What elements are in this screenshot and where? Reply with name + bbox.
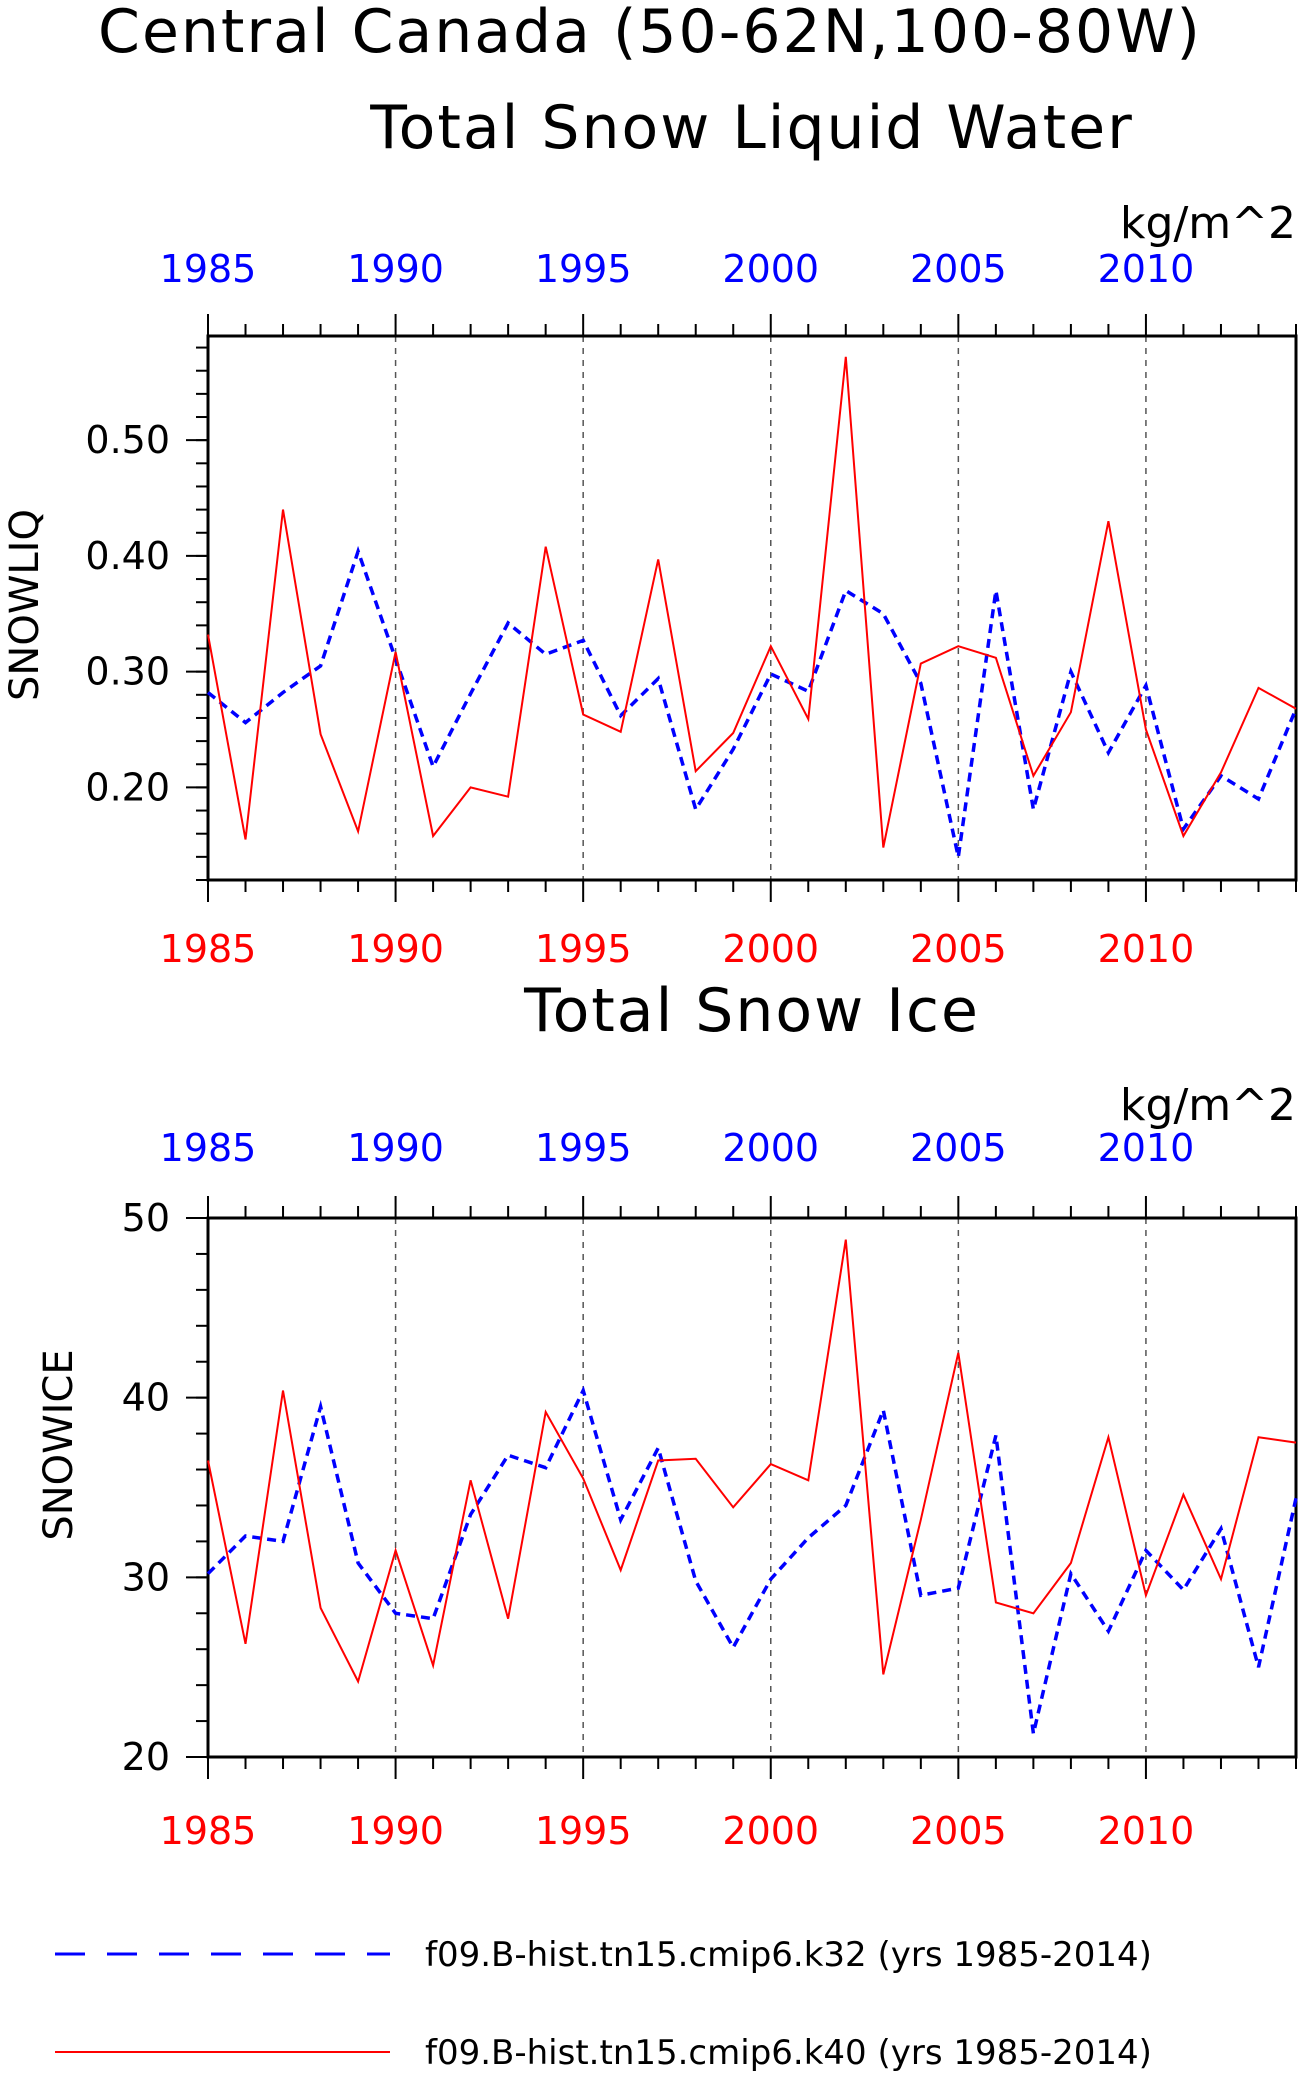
snowice-series-k32-line [206,1385,1298,1734]
snowliq-axes: 1985 1985 1990 1990 1995 1995 2000 2000 2005 2005… [85,247,1298,971]
snowliq-ytick-label-3: 0.50 [85,418,170,462]
snowliq-series-k40-line [207,356,1297,848]
snowliq-top-tick-label-1985: 1985 [160,247,257,291]
snowliq-ytick-label-2: 0.40 [85,534,170,578]
snowice-bottom-tick-label-2000: 2000 [722,1809,819,1853]
snowice-ytick-label-3: 50 [122,1196,170,1240]
snowliq-bottom-tick-label-1995: 1995 [535,927,632,971]
snowice-bottom-tick-label-1990: 1990 [347,1809,444,1853]
snowice-panel: Total Snow Ice kg/m^2 SNOWICE 1985198519… [36,976,1298,1853]
snowice-ylabel: SNOWICE [36,1349,82,1540]
snowliq-ylabel: SNOWLIQ [2,509,48,701]
snowice-bottom-tick-label-2010: 2010 [1098,1809,1195,1853]
snowliq-top-tick-label-2000: 2000 [722,247,819,291]
snowice-top-tick-label-2000: 2000 [722,1126,819,1170]
snowice-units: kg/m^2 [1120,1080,1296,1131]
snowliq-top-tick-label-1990: 1990 [347,247,444,291]
snowliq-ytick-label-0: 0.20 [85,765,170,809]
snowliq-top-tick-label-2010: 2010 [1098,247,1195,291]
legend-label-k32: f09.B-hist.tn15.cmip6.k32 (yrs 1985-2014… [425,1935,1152,1975]
snowice-ytick-label-0: 20 [122,1735,170,1779]
snowice-plot-frame [206,1216,1298,1759]
snowliq-top-tick-label-1995: 1995 [535,247,632,291]
snowice-title: Total Snow Ice [523,976,980,1046]
snowliq-bottom-tick-label-2005: 2005 [910,927,1007,971]
snowice-top-tick-label-1995: 1995 [535,1126,632,1170]
snowice-top-tick-label-2010: 2010 [1098,1126,1195,1170]
snowliq-bottom-tick-label-1985: 1985 [160,927,257,971]
snowice-series-layer [206,1239,1298,1734]
snowliq-bottom-tick-label-1990: 1990 [347,927,444,971]
snowliq-title: Total Snow Liquid Water [369,93,1134,163]
snowliq-ytick-label-1: 0.30 [85,650,170,694]
snowliq-bottom-tick-label-2000: 2000 [722,927,819,971]
snowice-top-tick-label-1985: 1985 [160,1126,257,1170]
snowice-bottom-tick-label-2005: 2005 [910,1809,1007,1853]
snowliq-plot-frame [206,334,1298,882]
snowice-axes: 1985 1985 1990 1990 1995 1995 2000 2000 2005 2005… [122,1126,1298,1853]
legend-entry-k40: f09.B-hist.tn15.cmip6.k40 (yrs 1985-2014… [55,2033,1152,2073]
snowice-ytick-label-2: 40 [122,1376,170,1420]
snowice-bottom-tick-label-1995: 1995 [535,1809,632,1853]
legend: f09.B-hist.tn15.cmip6.k32 (yrs 1985-2014… [55,1935,1152,2073]
legend-entry-k32: f09.B-hist.tn15.cmip6.k32 (yrs 1985-2014… [55,1935,1152,1975]
snowliq-series-layer [206,356,1298,858]
snowice-top-tick-label-2005: 2005 [910,1126,1007,1170]
snowice-bottom-tick-label-1985: 1985 [160,1809,257,1853]
main-title: Central Canada (50-62N,100-80W) [98,0,1202,67]
snowliq-top-tick-label-2005: 2005 [910,247,1007,291]
snowliq-panel: Total Snow Liquid Water kg/m^2 SNOWLIQ 1… [2,93,1298,971]
snowliq-series-k32-line [206,545,1298,858]
snowliq-bottom-tick-label-2010: 2010 [1098,927,1195,971]
snowice-top-tick-label-1990: 1990 [347,1126,444,1170]
legend-label-k40: f09.B-hist.tn15.cmip6.k40 (yrs 1985-2014… [425,2033,1152,2073]
snowice-ytick-label-1: 30 [122,1555,170,1599]
snowice-series-k40-line [207,1239,1297,1685]
snowliq-units: kg/m^2 [1120,198,1296,249]
